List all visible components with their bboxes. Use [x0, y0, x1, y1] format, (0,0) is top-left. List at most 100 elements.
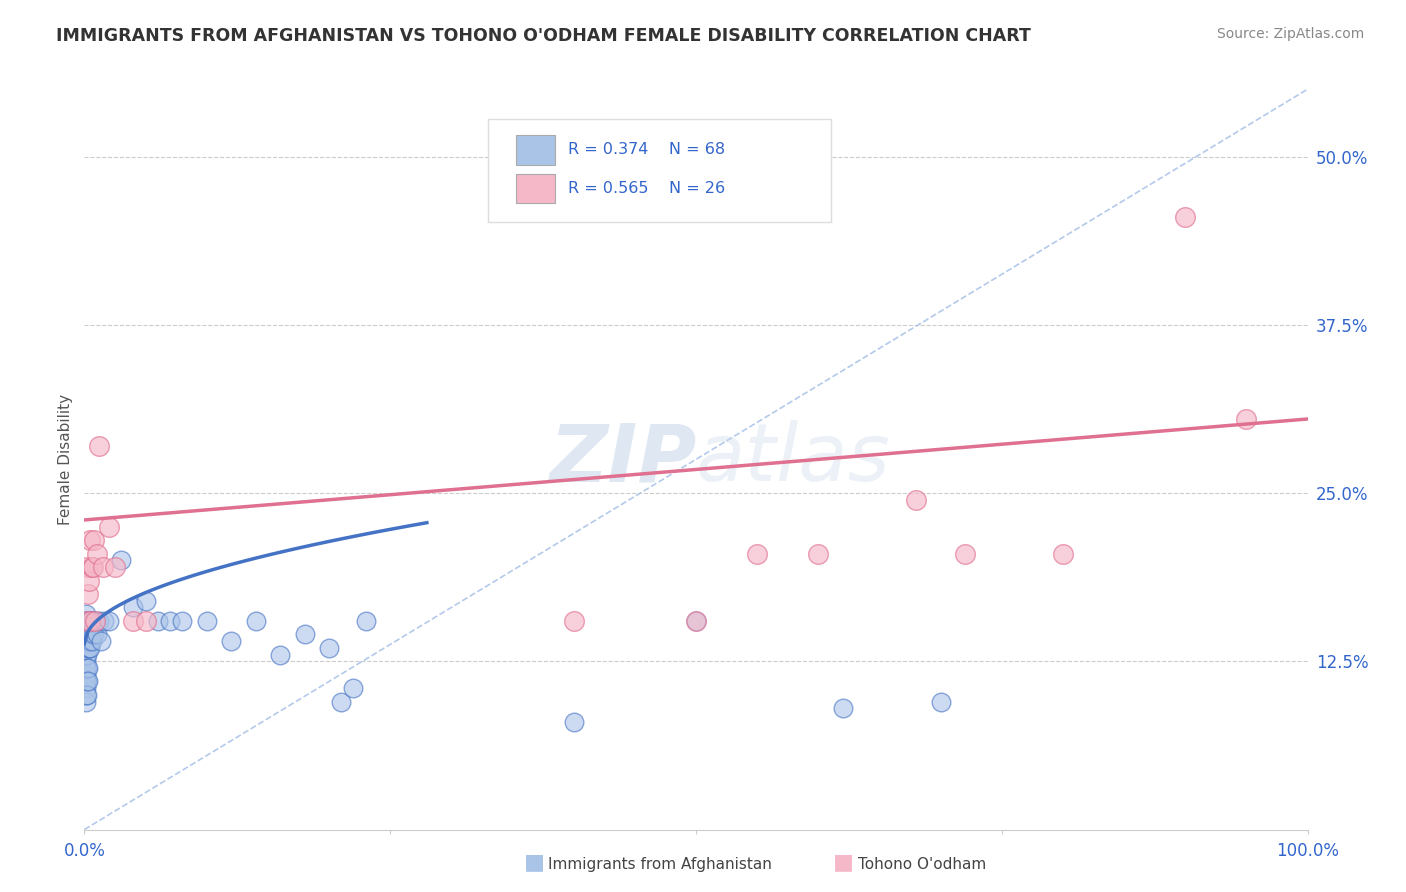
Point: [86, 627, 108, 641]
Point: [76, 614, 98, 628]
Point: [77, 614, 100, 628]
Point: [135, 614, 157, 628]
Point: [75, 674, 97, 689]
Point: [97, 519, 120, 533]
Point: [77, 640, 100, 655]
Point: [82, 614, 104, 628]
Point: [77, 614, 100, 628]
Point: [685, 614, 707, 628]
Point: [75, 688, 97, 702]
Point: [294, 627, 316, 641]
Point: [330, 695, 353, 709]
Point: [79, 614, 101, 628]
Point: [77, 634, 100, 648]
Point: [90, 634, 112, 648]
Point: [77, 627, 100, 641]
Point: [82, 614, 104, 628]
Point: [84, 614, 107, 628]
Point: [269, 648, 291, 662]
Point: [159, 614, 181, 628]
Point: [77, 634, 100, 648]
Point: [76, 560, 98, 574]
Point: [110, 553, 132, 567]
Point: [79, 634, 101, 648]
Point: [83, 533, 105, 548]
Point: [76, 614, 98, 628]
Point: [79, 533, 101, 548]
Point: [172, 614, 194, 628]
Point: [195, 614, 218, 628]
Point: [75, 648, 97, 662]
Point: [80, 614, 103, 628]
Point: [75, 640, 97, 655]
Point: [76, 674, 98, 689]
Point: [76, 648, 98, 662]
Text: Immigrants from Afghanistan: Immigrants from Afghanistan: [548, 857, 772, 872]
Text: R = 0.374    N = 68: R = 0.374 N = 68: [568, 143, 724, 157]
Point: [953, 547, 976, 561]
Point: [91, 560, 114, 574]
Point: [75, 627, 97, 641]
FancyBboxPatch shape: [488, 119, 831, 222]
Point: [86, 547, 108, 561]
Text: ■: ■: [524, 853, 544, 872]
Point: [135, 593, 157, 607]
Point: [80, 560, 103, 574]
Point: [342, 681, 364, 696]
Point: [76, 661, 98, 675]
Point: [80, 634, 103, 648]
Point: [747, 547, 769, 561]
Point: [929, 695, 952, 709]
Point: [77, 614, 100, 628]
Point: [87, 439, 110, 453]
Point: [831, 701, 853, 715]
FancyBboxPatch shape: [516, 135, 555, 165]
Point: [685, 614, 707, 628]
Point: [318, 640, 340, 655]
Point: [77, 661, 100, 675]
Point: [77, 574, 100, 588]
Point: [76, 627, 98, 641]
Point: [75, 607, 97, 622]
Point: [146, 614, 169, 628]
Point: [82, 560, 104, 574]
Point: [76, 688, 98, 702]
Point: [1174, 210, 1197, 224]
Text: Source: ZipAtlas.com: Source: ZipAtlas.com: [1216, 27, 1364, 41]
Point: [562, 614, 585, 628]
Text: atlas: atlas: [696, 420, 891, 499]
Point: [807, 547, 830, 561]
Point: [97, 614, 120, 628]
Point: [75, 634, 97, 648]
Point: [75, 661, 97, 675]
Point: [122, 600, 145, 615]
Point: [75, 621, 97, 635]
Point: [1052, 547, 1074, 561]
Point: [77, 640, 100, 655]
Point: [77, 674, 100, 689]
Text: ■: ■: [834, 853, 853, 872]
Point: [93, 614, 115, 628]
Point: [77, 614, 100, 628]
FancyBboxPatch shape: [516, 174, 555, 203]
Point: [75, 681, 97, 696]
Point: [219, 634, 242, 648]
Point: [562, 714, 585, 729]
Point: [79, 614, 101, 628]
Point: [245, 614, 267, 628]
Point: [354, 614, 377, 628]
Point: [122, 614, 145, 628]
Point: [1236, 412, 1258, 426]
Point: [75, 695, 97, 709]
Point: [83, 627, 105, 641]
Point: [87, 614, 110, 628]
Text: IMMIGRANTS FROM AFGHANISTAN VS TOHONO O'ODHAM FEMALE DISABILITY CORRELATION CHAR: IMMIGRANTS FROM AFGHANISTAN VS TOHONO O'…: [56, 27, 1031, 45]
Text: ZIP: ZIP: [548, 420, 696, 499]
Point: [75, 614, 97, 628]
Text: R = 0.565    N = 26: R = 0.565 N = 26: [568, 181, 724, 196]
Point: [75, 667, 97, 681]
Point: [905, 492, 928, 507]
Point: [104, 560, 127, 574]
Y-axis label: Female Disability: Female Disability: [58, 393, 73, 525]
Text: Tohono O'odham: Tohono O'odham: [858, 857, 986, 872]
